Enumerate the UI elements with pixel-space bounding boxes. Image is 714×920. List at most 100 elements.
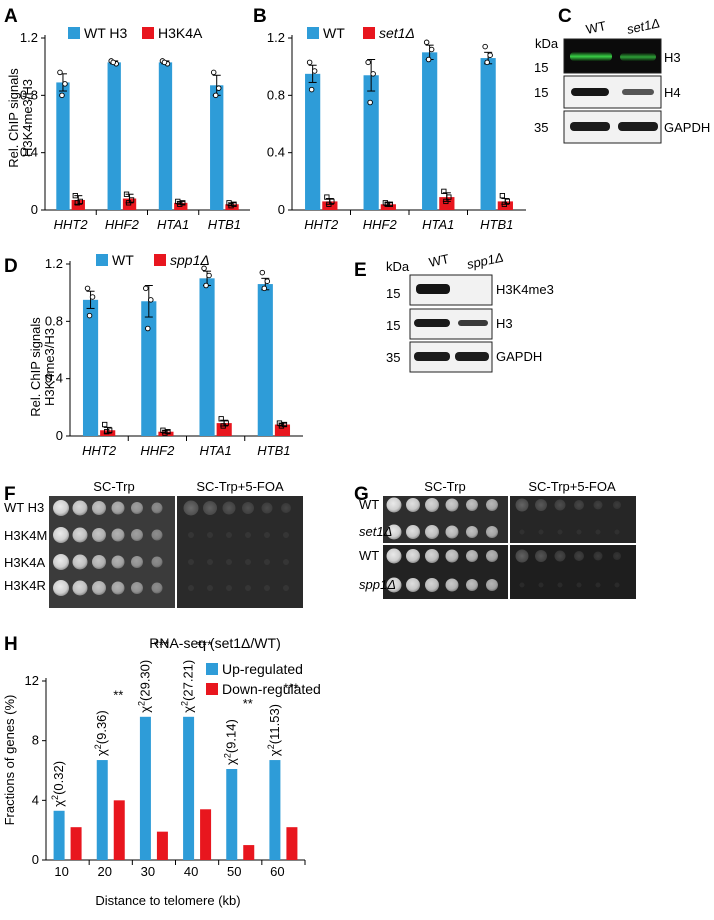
panel-g-spot-assay: SC-Trp SC-Trp+5-FOA WT set1Δ WT spp1Δ: [359, 479, 636, 599]
chi-value: (9.36): [94, 710, 109, 744]
x-category-label: 20: [98, 864, 112, 879]
y-tick-label: 1.2: [267, 30, 285, 45]
panel-d-ylabel: Rel. ChIP signals H3K4me3/H3: [28, 317, 57, 417]
yeast-spot: [53, 580, 69, 596]
yeast-spot: [519, 529, 525, 535]
chi-square-annotation: χ2(9.14): [223, 719, 239, 765]
data-point: [482, 43, 488, 50]
panel-e-marker-2: 15: [386, 318, 400, 333]
chi-square-annotation: χ2(11.53): [266, 704, 282, 756]
data-point: [365, 59, 371, 66]
yeast-spot: [203, 501, 217, 515]
significance-stars: ***: [197, 637, 212, 652]
panel-letter-e: E: [354, 260, 367, 281]
data-point: [57, 69, 63, 76]
yeast-spot: [183, 500, 199, 516]
panel-e-protein-gapdh: GAPDH: [496, 349, 542, 364]
panel-g-medium-sc-trp: SC-Trp: [424, 479, 465, 494]
yeast-spot: [281, 503, 291, 513]
legend-swatch-wt-h3: [68, 27, 80, 39]
panel-c-protein-h4: H4: [664, 85, 681, 100]
data-point: [212, 92, 219, 99]
data-point: [387, 201, 394, 207]
data-point: [86, 312, 93, 319]
yeast-spot: [554, 550, 566, 562]
panel-e-western-blot: kDa WT spp1Δ 15 15 35 H3K4me3 H3 GAPDH: [386, 250, 554, 373]
panel-b-legend: WT set1Δ: [307, 25, 415, 41]
yeast-spot: [111, 501, 125, 515]
panel-c-marker-3: 35: [534, 120, 548, 135]
panel-letter-c: C: [558, 6, 572, 27]
panel-h-ylabel: Fractions of genes (%): [2, 695, 17, 826]
data-point: [329, 198, 335, 205]
yeast-spot: [593, 551, 603, 561]
bar-series1: [199, 278, 215, 436]
panel-letter-g: G: [354, 484, 369, 505]
y-tick-label: 0: [31, 202, 38, 217]
data-point: [324, 194, 330, 200]
yeast-spot: [72, 527, 88, 543]
yeast-spot: [406, 498, 420, 512]
legend-swatch-h3k4a: [142, 27, 154, 39]
data-point: [423, 39, 430, 46]
blot-band-gapdh-wt: [414, 352, 450, 361]
bar-down-regulated: [156, 831, 168, 860]
y-tick-label: 12: [25, 673, 39, 688]
chi-value: (0.32): [51, 761, 66, 795]
y-tick-label: 1.2: [20, 30, 38, 45]
chi-superscript: 2: [180, 701, 190, 706]
panel-c-marker-1: 15: [534, 60, 548, 75]
panel-c-kda-label: kDa: [535, 36, 559, 51]
yeast-spot: [576, 529, 582, 535]
yeast-spot: [72, 580, 88, 596]
yeast-spot: [92, 501, 106, 515]
y-tick-label: 0.8: [45, 313, 63, 328]
bar-down-regulated: [200, 809, 212, 860]
yeast-spot: [188, 559, 194, 565]
panel-letter-f: F: [4, 484, 16, 505]
chi-symbol: χ: [137, 706, 152, 713]
data-point: [125, 200, 132, 206]
data-point: [446, 194, 452, 200]
chi-square-annotation: χ2(9.36): [93, 710, 109, 756]
yeast-spot: [131, 502, 143, 514]
significance-stars: **: [243, 696, 253, 711]
yeast-spot: [226, 585, 232, 591]
panel-a-ylabel-line2: H3K4me3/H3: [20, 79, 35, 157]
data-point: [487, 52, 493, 58]
yeast-spot: [574, 500, 584, 510]
yeast-spot: [614, 529, 620, 535]
y-tick-label: 0: [32, 852, 39, 867]
bar-up-regulated: [183, 716, 195, 860]
legend-label-wt-h3: WT H3: [84, 25, 128, 41]
yeast-spot: [595, 582, 601, 588]
blot-band-h3-wt: [570, 52, 612, 61]
bar-up-regulated: [139, 716, 151, 860]
yeast-spot: [425, 498, 439, 512]
yeast-spot: [207, 585, 213, 591]
yeast-spot: [515, 549, 529, 563]
bar-series1: [363, 75, 379, 211]
x-category-label: HTB1: [208, 217, 241, 232]
data-point: [231, 201, 237, 207]
data-point: [161, 59, 168, 66]
blot-band-h4-set1: [622, 89, 654, 95]
yeast-spot: [111, 528, 125, 542]
panel-e-marker-1: 15: [386, 286, 400, 301]
data-point: [215, 85, 222, 91]
y-tick-label: 8: [32, 733, 39, 748]
panel-e-lane-spp1: spp1Δ: [466, 250, 505, 272]
bar-series1: [82, 299, 99, 436]
yeast-spot: [245, 532, 251, 538]
bar-series2: [322, 201, 338, 210]
panel-d-chart: Rel. ChIP signals H3K4me3/H3 WT spp1Δ 0 0…: [28, 252, 303, 458]
yeast-spot: [131, 529, 143, 541]
legend-swatch-spp1: [154, 254, 166, 266]
chi-symbol: χ: [224, 758, 239, 765]
panel-b-chart: WT set1Δ 0 0.4 0.8 1.2 HHT2 HHF2 HTA1 HTB1: [267, 25, 526, 232]
yeast-spot: [111, 581, 125, 595]
data-point: [441, 188, 447, 195]
significance-stars: ***: [154, 637, 169, 652]
yeast-spot: [613, 552, 621, 560]
x-category-label: HHF2: [363, 217, 398, 232]
